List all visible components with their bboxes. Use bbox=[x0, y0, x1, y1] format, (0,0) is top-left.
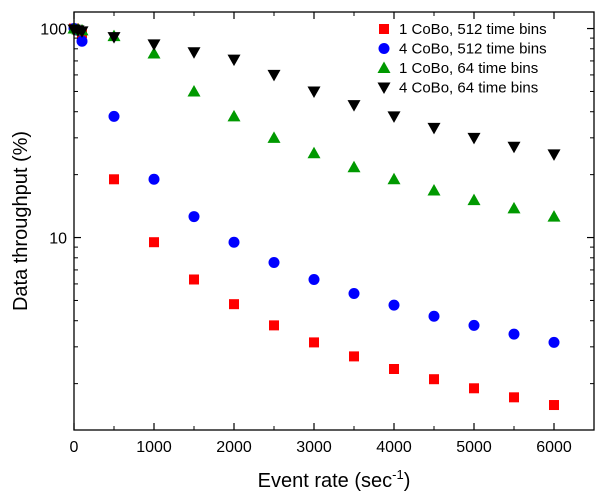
data-point bbox=[307, 86, 321, 98]
data-point bbox=[429, 374, 439, 385]
data-point bbox=[347, 100, 361, 112]
data-point bbox=[309, 337, 319, 348]
data-point bbox=[427, 183, 441, 196]
series-4 bbox=[67, 24, 561, 161]
data-point bbox=[269, 320, 279, 331]
data-point bbox=[268, 256, 280, 268]
data-point bbox=[507, 201, 521, 214]
data-point bbox=[307, 146, 321, 159]
data-point bbox=[267, 69, 281, 82]
data-point bbox=[187, 84, 201, 97]
data-point bbox=[427, 122, 441, 135]
axis-ticks: 0 1000 2000 3000 4000 5000 6000 10 100 bbox=[40, 12, 594, 456]
data-point bbox=[507, 141, 521, 154]
data-point bbox=[227, 109, 241, 122]
data-point bbox=[347, 160, 361, 173]
legend-marker bbox=[379, 24, 389, 34]
data-point bbox=[108, 110, 120, 122]
data-point bbox=[107, 32, 121, 44]
data-point bbox=[508, 328, 520, 340]
legend-marker bbox=[377, 61, 391, 73]
legend-entry: 1 CoBo, 64 time bins bbox=[399, 60, 538, 77]
data-point bbox=[467, 132, 481, 145]
data-point bbox=[389, 363, 399, 374]
x-tick-label: 5000 bbox=[456, 439, 492, 456]
data-point bbox=[387, 111, 401, 123]
data-point bbox=[229, 299, 239, 310]
data-point bbox=[228, 236, 240, 248]
legend-entry: 4 CoBo, 64 time bins bbox=[399, 80, 538, 97]
data-point bbox=[308, 273, 320, 285]
y-tick-label: 10 bbox=[49, 231, 67, 248]
data-point bbox=[549, 400, 559, 411]
data-point bbox=[147, 46, 161, 59]
data-point bbox=[348, 287, 360, 299]
data-point bbox=[188, 211, 200, 223]
data-point bbox=[467, 193, 481, 206]
data-point bbox=[388, 299, 400, 311]
data-point bbox=[147, 39, 161, 51]
legend-marker bbox=[378, 43, 390, 54]
data-point bbox=[547, 210, 561, 222]
data-point bbox=[547, 149, 561, 161]
legend-marker bbox=[377, 82, 391, 94]
x-axis-label: Event rate (sec-1) bbox=[258, 467, 411, 492]
data-point bbox=[267, 131, 281, 143]
data-point bbox=[387, 172, 401, 185]
x-tick-label: 2000 bbox=[216, 439, 252, 456]
data-point bbox=[187, 47, 201, 59]
data-point bbox=[227, 54, 241, 67]
data-point bbox=[469, 383, 479, 394]
data-point bbox=[75, 26, 89, 38]
data-point bbox=[189, 274, 199, 285]
x-tick-label: 4000 bbox=[376, 439, 412, 456]
data-point bbox=[509, 392, 519, 403]
data-point bbox=[548, 336, 560, 348]
data-point bbox=[109, 174, 119, 185]
x-axis-label-superscript: -1 bbox=[392, 467, 404, 482]
x-tick-label: 0 bbox=[70, 439, 79, 456]
data-point bbox=[468, 319, 480, 331]
data-point bbox=[428, 310, 440, 322]
plot-frame bbox=[73, 11, 595, 431]
x-axis-label-suffix: ) bbox=[404, 470, 411, 492]
data-point bbox=[149, 237, 159, 248]
legend-entry: 1 CoBo, 512 time bins bbox=[399, 21, 547, 38]
data-point bbox=[349, 351, 359, 362]
data-point bbox=[148, 173, 160, 185]
x-tick-label: 1000 bbox=[136, 439, 172, 456]
x-axis-label-main: Event rate (sec bbox=[258, 470, 393, 492]
legend: 1 CoBo, 512 time bins 4 CoBo, 512 time bi… bbox=[377, 21, 547, 97]
x-tick-label: 3000 bbox=[296, 439, 332, 456]
x-tick-label: 6000 bbox=[536, 439, 572, 456]
data-point bbox=[76, 35, 88, 47]
y-axis-label: Data throughput (%) bbox=[10, 131, 32, 311]
y-tick-label: 100 bbox=[40, 22, 67, 39]
legend-entry: 4 CoBo, 512 time bins bbox=[399, 41, 547, 58]
